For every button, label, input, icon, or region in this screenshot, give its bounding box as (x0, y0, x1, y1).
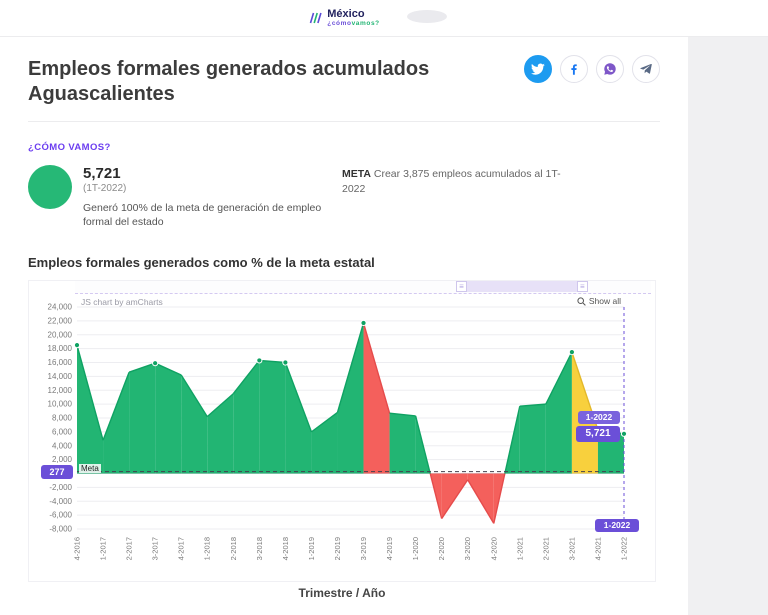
svg-text:3-2018: 3-2018 (255, 537, 264, 560)
svg-text:2-2018: 2-2018 (229, 537, 238, 560)
svg-text:-2,000: -2,000 (49, 483, 72, 492)
svg-text:4-2019: 4-2019 (385, 537, 394, 560)
logo-text: México ¿cómovamos? (327, 7, 380, 28)
main-content: Empleos formales generados acumulados Ag… (0, 37, 688, 615)
indicator-text: 5,721 (1T-2022) Generó 100% de la meta d… (83, 165, 328, 229)
chart-scrollbar[interactable]: ≡ ≡ (75, 281, 651, 295)
logo-icon (309, 12, 322, 24)
decorative-oval (407, 10, 447, 23)
svg-text:8,000: 8,000 (52, 414, 73, 423)
right-gutter (688, 37, 768, 615)
scrollbar-grip-left[interactable]: ≡ (455, 281, 467, 293)
logo-title: México (327, 7, 365, 20)
svg-text:12,000: 12,000 (48, 386, 73, 395)
amcharts-watermark[interactable]: JS chart by amCharts (81, 297, 163, 308)
svg-text:10,000: 10,000 (48, 400, 73, 409)
meta-line-label: Meta (79, 464, 101, 474)
como-vamos-label: ¿CÓMO VAMOS? (28, 142, 111, 153)
svg-text:2-2020: 2-2020 (437, 537, 446, 560)
svg-text:1-2021: 1-2021 (515, 537, 524, 560)
svg-text:6,000: 6,000 (52, 428, 73, 437)
logo-tagline: ¿cómovamos? (327, 19, 380, 27)
svg-text:18,000: 18,000 (48, 344, 73, 353)
content-row: Empleos formales generados acumulados Ag… (0, 37, 768, 615)
meta-text: Crear 3,875 empleos acumulados al 1T-202… (342, 168, 561, 195)
telegram-icon (640, 63, 652, 74)
svg-text:2-2017: 2-2017 (125, 537, 134, 560)
page-title: Empleos formales generados acumulados Ag… (28, 57, 429, 107)
svg-text:1-2017: 1-2017 (99, 537, 108, 560)
svg-text:2,000: 2,000 (52, 455, 73, 464)
whatsapp-icon (604, 63, 616, 75)
meta-block: META Crear 3,875 empleos acumulados al 1… (342, 167, 577, 196)
svg-text:3-2020: 3-2020 (463, 537, 472, 560)
svg-text:4,000: 4,000 (52, 442, 73, 451)
svg-text:4-2016: 4-2016 (73, 537, 82, 560)
svg-text:4-2018: 4-2018 (281, 537, 290, 560)
svg-text:-8,000: -8,000 (49, 525, 72, 534)
chart-section-title: Empleos formales generados como % de la … (28, 255, 375, 271)
share-buttons (524, 55, 660, 83)
status-circle (28, 165, 72, 209)
twitter-icon (531, 63, 545, 75)
show-all-label: Show all (588, 296, 621, 307)
svg-text:-4,000: -4,000 (49, 497, 72, 506)
svg-text:22,000: 22,000 (48, 317, 73, 326)
page-title-line2: Aguascalientes (28, 83, 175, 105)
cursor-axis-tag: 1-2022 (595, 519, 639, 533)
zoom-icon (577, 297, 586, 306)
svg-text:4-2017: 4-2017 (177, 537, 186, 560)
svg-text:-6,000: -6,000 (49, 511, 72, 520)
scrollbar-grip-right[interactable]: ≡ (576, 281, 588, 293)
x-axis-title: Trimestre / Año (298, 586, 386, 601)
meta-axis-tag: 277 (41, 465, 73, 480)
facebook-icon (571, 64, 577, 75)
indicator-value: 5,721 (83, 165, 121, 182)
svg-text:1-2018: 1-2018 (203, 537, 212, 560)
indicator-row: 5,721 (1T-2022) Generó 100% de la meta d… (28, 165, 660, 229)
indicator-period: (1T-2022) (83, 183, 127, 194)
title-block: Empleos formales generados acumulados Ag… (28, 49, 660, 122)
share-telegram-button[interactable] (632, 55, 660, 83)
share-facebook-button[interactable] (560, 55, 588, 83)
svg-text:3-2021: 3-2021 (567, 537, 576, 560)
svg-text:14,000: 14,000 (48, 372, 73, 381)
svg-text:3-2019: 3-2019 (359, 537, 368, 560)
svg-text:1-2022: 1-2022 (620, 537, 629, 560)
svg-text:2-2019: 2-2019 (333, 537, 342, 560)
svg-text:24,000: 24,000 (48, 303, 73, 312)
indicator-description: Generó 100% de la meta de generación de … (83, 202, 322, 229)
meta-label: META (342, 168, 371, 180)
svg-text:3-2017: 3-2017 (151, 537, 160, 560)
page-title-line1: Empleos formales generados acumulados (28, 58, 430, 80)
share-twitter-button[interactable] (524, 55, 552, 83)
svg-text:4-2020: 4-2020 (489, 537, 498, 560)
chart-plot[interactable]: 24,000 22,000 20,000 18,000 16,000 14,000 12,0… (29, 293, 654, 581)
top-bar: México ¿cómovamos? (0, 0, 768, 37)
logo[interactable]: México ¿cómovamos? (308, 7, 380, 28)
svg-text:4-2021: 4-2021 (593, 537, 602, 560)
show-all-button[interactable]: Show all (577, 296, 621, 306)
svg-text:20,000: 20,000 (48, 331, 73, 340)
chart-card: ≡ ≡ JS chart by amCharts Show all 24,000… (28, 280, 656, 583)
svg-text:2-2021: 2-2021 (541, 537, 550, 560)
share-whatsapp-button[interactable] (596, 55, 624, 83)
svg-text:1-2019: 1-2019 (307, 537, 316, 560)
cursor-category-tag: 1-2022 (578, 411, 620, 425)
svg-text:1-2020: 1-2020 (411, 537, 420, 560)
cursor-value-tag: 5,721 (576, 426, 620, 443)
svg-text:16,000: 16,000 (48, 358, 73, 367)
scrollbar-range[interactable] (460, 281, 582, 293)
